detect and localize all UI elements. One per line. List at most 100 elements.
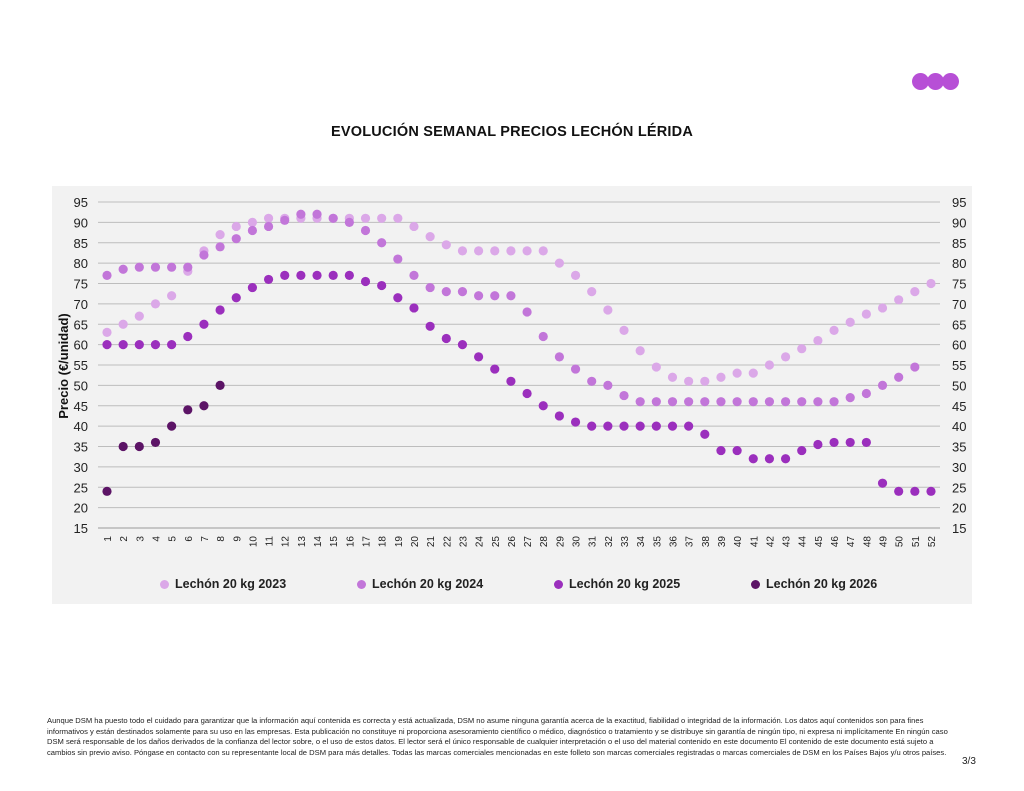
data-point-series-3 bbox=[247, 282, 258, 293]
x-tick-label: 32 bbox=[604, 536, 615, 548]
data-point-series-3 bbox=[910, 486, 920, 496]
data-point-series-3 bbox=[813, 439, 823, 450]
data-point-series-3 bbox=[183, 331, 193, 342]
data-point-series-1 bbox=[635, 346, 645, 356]
x-tick-label: 37 bbox=[685, 536, 696, 548]
data-point-series-2 bbox=[167, 262, 177, 272]
data-point-series-1 bbox=[780, 352, 791, 362]
legend-marker-2025 bbox=[554, 579, 563, 589]
data-point-series-1 bbox=[845, 317, 855, 327]
x-tick-label: 1 bbox=[103, 536, 114, 542]
data-point-series-3 bbox=[667, 421, 678, 431]
data-point-series-2 bbox=[619, 390, 629, 401]
data-point-series-1 bbox=[393, 213, 403, 223]
data-point-series-1 bbox=[457, 246, 468, 256]
legend-item-2025: Lechón 20 kg 2025 bbox=[554, 577, 680, 591]
data-point-series-2 bbox=[538, 331, 548, 342]
y-tick-label-left: 75 bbox=[74, 277, 88, 292]
y-tick-label-left: 80 bbox=[74, 256, 88, 271]
logo-dot-2 bbox=[927, 73, 944, 90]
x-tick-label: 36 bbox=[668, 536, 679, 548]
data-point-series-3 bbox=[522, 388, 532, 399]
data-point-series-2 bbox=[199, 250, 209, 260]
y-tick-label-left: 20 bbox=[74, 501, 88, 516]
x-tick-label: 47 bbox=[846, 536, 857, 548]
data-point-series-4 bbox=[150, 437, 161, 448]
data-point-series-2 bbox=[183, 262, 193, 272]
data-point-series-3 bbox=[877, 478, 888, 488]
data-point-series-2 bbox=[764, 397, 775, 407]
x-tick-label: 6 bbox=[184, 536, 195, 542]
y-tick-label-left: 70 bbox=[74, 297, 88, 312]
data-point-series-3 bbox=[263, 274, 274, 285]
data-point-series-2 bbox=[393, 254, 403, 264]
y-tick-label-right: 15 bbox=[952, 521, 966, 536]
x-tick-label: 26 bbox=[507, 536, 518, 548]
y-tick-label-right: 30 bbox=[952, 460, 966, 475]
data-point-series-2 bbox=[247, 225, 258, 236]
data-point-series-3 bbox=[506, 376, 516, 386]
page-number: 3/3 bbox=[962, 756, 976, 767]
data-point-series-1 bbox=[522, 246, 532, 256]
data-point-series-2 bbox=[829, 397, 839, 407]
data-point-series-3 bbox=[603, 421, 613, 431]
x-tick-label: 48 bbox=[862, 536, 873, 548]
data-point-series-2 bbox=[587, 376, 597, 386]
x-tick-label: 42 bbox=[765, 536, 776, 548]
data-point-series-3 bbox=[102, 340, 112, 350]
x-tick-label: 18 bbox=[378, 536, 389, 548]
y-tick-label-left: 90 bbox=[74, 215, 88, 230]
data-point-series-3 bbox=[635, 421, 645, 431]
data-point-series-3 bbox=[716, 445, 726, 456]
y-tick-label-right: 40 bbox=[952, 419, 966, 434]
data-point-series-2 bbox=[263, 221, 274, 232]
data-point-series-1 bbox=[684, 376, 694, 386]
data-point-series-1 bbox=[764, 360, 775, 370]
x-tick-label: 34 bbox=[636, 536, 647, 548]
data-point-series-2 bbox=[894, 372, 904, 382]
data-point-series-1 bbox=[619, 325, 629, 335]
y-tick-label-left: 85 bbox=[74, 236, 88, 251]
x-tick-label: 24 bbox=[475, 536, 486, 548]
data-point-series-3 bbox=[894, 486, 904, 496]
x-tick-label: 52 bbox=[927, 536, 938, 548]
x-tick-label: 50 bbox=[895, 536, 906, 548]
x-tick-label: 3 bbox=[135, 536, 146, 542]
data-point-series-1 bbox=[247, 217, 258, 227]
data-point-series-2 bbox=[845, 393, 855, 403]
data-point-series-2 bbox=[296, 209, 306, 219]
data-point-series-2 bbox=[150, 262, 161, 272]
x-tick-label: 8 bbox=[216, 536, 227, 542]
legend-label-2026: Lechón 20 kg 2026 bbox=[766, 577, 878, 591]
x-tick-label: 7 bbox=[200, 536, 211, 542]
x-tick-label: 15 bbox=[329, 536, 340, 548]
data-point-series-1 bbox=[102, 327, 112, 337]
data-point-series-1 bbox=[118, 319, 128, 329]
y-tick-label-right: 45 bbox=[952, 399, 966, 414]
x-tick-label: 33 bbox=[620, 536, 631, 548]
x-tick-label: 9 bbox=[232, 536, 243, 542]
data-point-series-3 bbox=[570, 417, 581, 427]
legend-item-2023: Lechón 20 kg 2023 bbox=[160, 577, 286, 591]
data-point-series-2 bbox=[118, 264, 128, 274]
data-point-series-1 bbox=[797, 344, 807, 354]
data-point-series-3 bbox=[619, 421, 629, 431]
data-point-series-3 bbox=[280, 270, 290, 280]
data-point-series-2 bbox=[780, 397, 791, 407]
data-point-series-1 bbox=[538, 246, 548, 256]
data-point-series-3 bbox=[554, 411, 564, 421]
legend-label-2025: Lechón 20 kg 2025 bbox=[569, 577, 681, 591]
data-point-series-1 bbox=[716, 372, 726, 382]
data-point-series-1 bbox=[748, 368, 758, 378]
data-point-series-1 bbox=[506, 246, 516, 256]
legend-label-2023: Lechón 20 kg 2023 bbox=[175, 577, 287, 591]
data-point-series-2 bbox=[603, 380, 613, 390]
data-point-series-4 bbox=[118, 441, 128, 452]
data-point-series-3 bbox=[231, 293, 241, 303]
data-point-series-2 bbox=[409, 270, 419, 280]
data-point-series-3 bbox=[360, 276, 371, 287]
data-point-series-1 bbox=[732, 368, 742, 378]
x-tick-label: 30 bbox=[572, 536, 583, 548]
data-point-series-1 bbox=[700, 376, 710, 386]
x-tick-label: 14 bbox=[313, 536, 324, 548]
